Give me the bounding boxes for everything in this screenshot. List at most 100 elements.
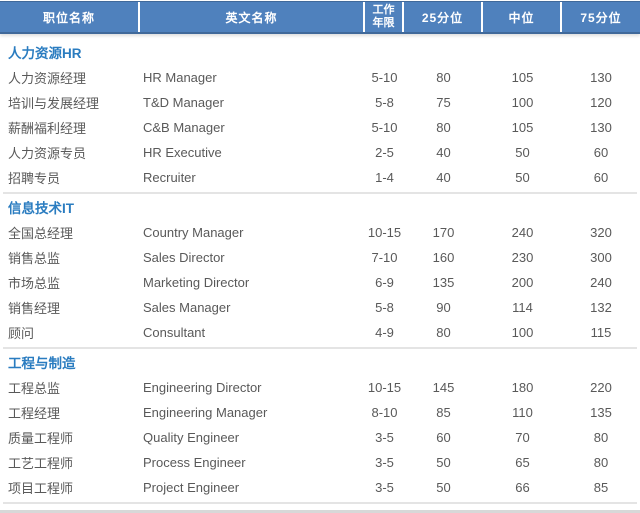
table-row: 项目工程师 Project Engineer 3-5 50 66 85	[0, 475, 640, 500]
table-body: 人力资源HR 人力资源经理 HR Manager 5-10 80 105 130 培训与发展经…	[0, 34, 640, 504]
cell-p25: 80	[436, 325, 451, 340]
cell-p50: 200	[511, 275, 534, 290]
cell-years: 2-5	[375, 145, 394, 160]
cell-years: 10-15	[367, 225, 402, 240]
column-header-years-of-experience: 工作 年限	[365, 2, 404, 32]
cell-p75: 135	[590, 405, 612, 420]
table-row: 销售总监 Sales Director 7-10 160 230 300	[0, 245, 640, 270]
section-title: 人力资源HR	[8, 46, 82, 61]
cell-cn: 顾问	[8, 326, 35, 341]
cell-p75: 300	[590, 250, 612, 265]
cell-cn: 全国总经理	[8, 226, 74, 241]
cell-p75: 80	[593, 430, 609, 445]
cell-years: 6-9	[375, 275, 394, 290]
cell-p25: 170	[432, 225, 455, 240]
table-row: 顾问 Consultant 4-9 80 100 115	[0, 320, 640, 345]
cell-cn: 销售总监	[8, 251, 61, 266]
cell-years: 3-5	[375, 455, 394, 470]
cell-p25: 50	[436, 455, 451, 470]
cell-p75: 60	[593, 145, 609, 160]
cell-p75: 240	[590, 275, 612, 290]
cell-years: 10-15	[367, 380, 402, 395]
cell-en: Consultant	[143, 325, 206, 340]
cell-years: 5-10	[371, 120, 398, 135]
cell-p25: 80	[436, 70, 451, 85]
cell-en: HR Manager	[143, 70, 217, 85]
cell-p50: 240	[511, 225, 534, 240]
table-row: 招聘专员 Recruiter 1-4 40 50 60	[0, 165, 640, 190]
cell-p25: 75	[436, 95, 451, 110]
cell-p50: 100	[511, 325, 534, 340]
cell-cn: 人力资源经理	[8, 71, 87, 86]
cell-en: Engineering Director	[143, 380, 262, 395]
cell-en: Sales Director	[143, 250, 225, 265]
cell-cn: 销售经理	[8, 301, 61, 316]
cell-cn: 招聘专员	[8, 171, 61, 186]
section-divider	[3, 502, 637, 504]
column-header-job-title-cn: 职位名称	[0, 2, 140, 32]
cell-years: 5-10	[371, 70, 398, 85]
section-title: 信息技术IT	[8, 201, 74, 216]
cell-en: C&B Manager	[143, 120, 225, 135]
cell-years: 5-8	[375, 95, 394, 110]
cell-en: Process Engineer	[143, 455, 246, 470]
cell-cn: 人力资源专员	[8, 146, 87, 161]
cell-p75: 85	[593, 480, 609, 495]
table-row: 工程经理 Engineering Manager 8-10 85 110 135	[0, 400, 640, 425]
section-divider	[3, 347, 637, 349]
cell-en: Quality Engineer	[143, 430, 240, 445]
cell-p25: 50	[436, 480, 451, 495]
cell-p75: 130	[590, 120, 612, 135]
cell-en: Engineering Manager	[143, 405, 268, 420]
table-row: 工程总监 Engineering Director 10-15 145 180 220	[0, 375, 640, 400]
cell-p50: 70	[515, 430, 530, 445]
cell-p75: 80	[593, 455, 609, 470]
cell-p75: 132	[590, 300, 612, 315]
table-row: 市场总监 Marketing Director 6-9 135 200 240	[0, 270, 640, 295]
cell-years: 7-10	[371, 250, 398, 265]
cell-years: 5-8	[375, 300, 394, 315]
cell-en: Country Manager	[143, 225, 244, 240]
cell-p75: 220	[590, 380, 612, 395]
table-row: 销售经理 Sales Manager 5-8 90 114 132	[0, 295, 640, 320]
cell-p75: 120	[590, 95, 612, 110]
cell-en: Sales Manager	[143, 300, 231, 315]
table-header-row: 职位名称 英文名称 工作 年限 25分位 中位 75分位	[0, 1, 640, 34]
cell-en: T&D Manager	[143, 95, 224, 110]
column-header-25th-percentile: 25分位	[404, 2, 483, 32]
cell-p50: 50	[515, 145, 530, 160]
cell-years: 4-9	[375, 325, 394, 340]
cell-p25: 160	[432, 250, 455, 265]
cell-p75: 320	[590, 225, 612, 240]
cell-p50: 65	[515, 455, 530, 470]
cell-cn: 市场总监	[8, 276, 61, 291]
cell-p25: 90	[436, 300, 451, 315]
column-header-75th-percentile: 75分位	[580, 10, 622, 25]
cell-en: Recruiter	[143, 170, 196, 185]
column-header-job-title-en: 英文名称	[140, 2, 365, 32]
cell-p25: 40	[436, 170, 451, 185]
cell-en: HR Executive	[143, 145, 222, 160]
cell-cn: 项目工程师	[8, 481, 74, 496]
table-row: 工艺工程师 Process Engineer 3-5 50 65 80	[0, 450, 640, 475]
cell-p50: 110	[512, 405, 533, 420]
cell-p50: 180	[511, 380, 534, 395]
cell-cn: 质量工程师	[8, 431, 74, 446]
table-section: 工程与制造 工程总监 Engineering Director 10-15 145 180…	[0, 349, 640, 500]
cell-p50: 105	[511, 70, 534, 85]
cell-p50: 105	[511, 120, 534, 135]
cell-cn: 工程经理	[8, 406, 61, 421]
cell-p50: 66	[515, 480, 530, 495]
cell-p50: 100	[511, 95, 534, 110]
cell-p25: 145	[432, 380, 455, 395]
table-section: 人力资源HR 人力资源经理 HR Manager 5-10 80 105 130 培训与发展经…	[0, 34, 640, 190]
cell-cn: 工艺工程师	[8, 456, 74, 471]
cell-p75: 115	[590, 325, 612, 340]
cell-p50: 50	[515, 170, 530, 185]
column-header-median: 中位	[483, 2, 562, 32]
cell-cn: 工程总监	[8, 381, 61, 396]
table-row: 质量工程师 Quality Engineer 3-5 60 70 80	[0, 425, 640, 450]
column-header-years-line1: 工作	[372, 4, 395, 16]
table-row: 全国总经理 Country Manager 10-15 170 240 320	[0, 220, 640, 245]
